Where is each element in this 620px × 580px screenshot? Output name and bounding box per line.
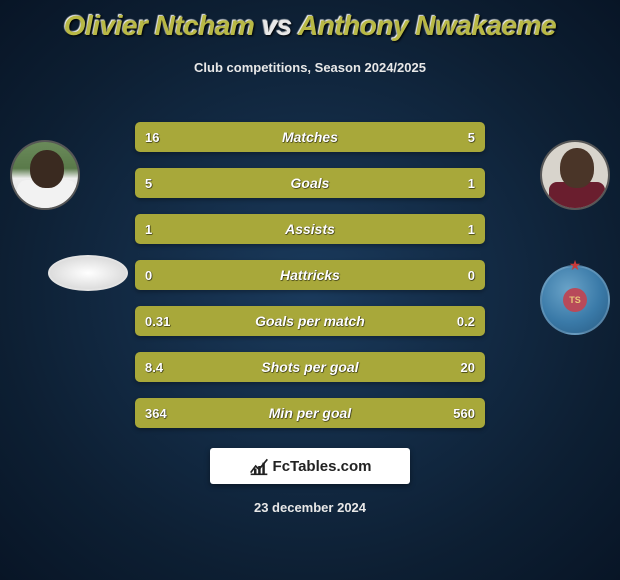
stat-right-value: 0 [468,268,475,283]
player1-club-badge [48,255,128,291]
vs-separator: vs [262,10,292,41]
stat-label: Goals per match [135,313,485,329]
brand-badge[interactable]: FcTables.com [210,448,410,484]
date-label: 23 december 2024 [0,500,620,515]
stat-left-value: 5 [145,176,152,191]
stat-right-value: 5 [468,130,475,145]
star-icon: ★ [569,257,582,274]
stat-label: Shots per goal [135,359,485,375]
player1-avatar [10,140,80,210]
stat-label: Hattricks [135,267,485,283]
stat-label: Min per goal [135,405,485,421]
stat-left-value: 1 [145,222,152,237]
stat-left-value: 16 [145,130,159,145]
stat-row: 0.31 Goals per match 0.2 [135,306,485,336]
chart-icon [249,456,269,476]
stat-left-value: 8.4 [145,360,163,375]
stat-row: 5 Goals 1 [135,168,485,198]
stats-table: 16 Matches 5 5 Goals 1 1 Assists 1 0 Hat… [135,122,485,444]
stat-right-value: 560 [453,406,475,421]
player2-name: Anthony Nwakaeme [298,10,556,41]
stat-row: 8.4 Shots per goal 20 [135,352,485,382]
stat-left-value: 0 [145,268,152,283]
player2-club-badge: ★ TS [540,265,610,335]
stat-left-value: 364 [145,406,167,421]
stat-right-value: 1 [468,222,475,237]
club-logo-icon: TS [563,288,587,312]
stat-label: Matches [135,129,485,145]
stat-row: 0 Hattricks 0 [135,260,485,290]
stat-right-value: 1 [468,176,475,191]
player2-avatar [540,140,610,210]
stat-row: 1 Assists 1 [135,214,485,244]
comparison-title: Olivier Ntcham vs Anthony Nwakaeme [0,0,620,42]
stat-row: 364 Min per goal 560 [135,398,485,428]
brand-text: FcTables.com [273,458,372,475]
stat-label: Assists [135,221,485,237]
stat-right-value: 20 [461,360,475,375]
stat-label: Goals [135,175,485,191]
stat-row: 16 Matches 5 [135,122,485,152]
player1-name: Olivier Ntcham [64,10,255,41]
stat-right-value: 0.2 [457,314,475,329]
stat-left-value: 0.31 [145,314,170,329]
subtitle: Club competitions, Season 2024/2025 [0,60,620,75]
